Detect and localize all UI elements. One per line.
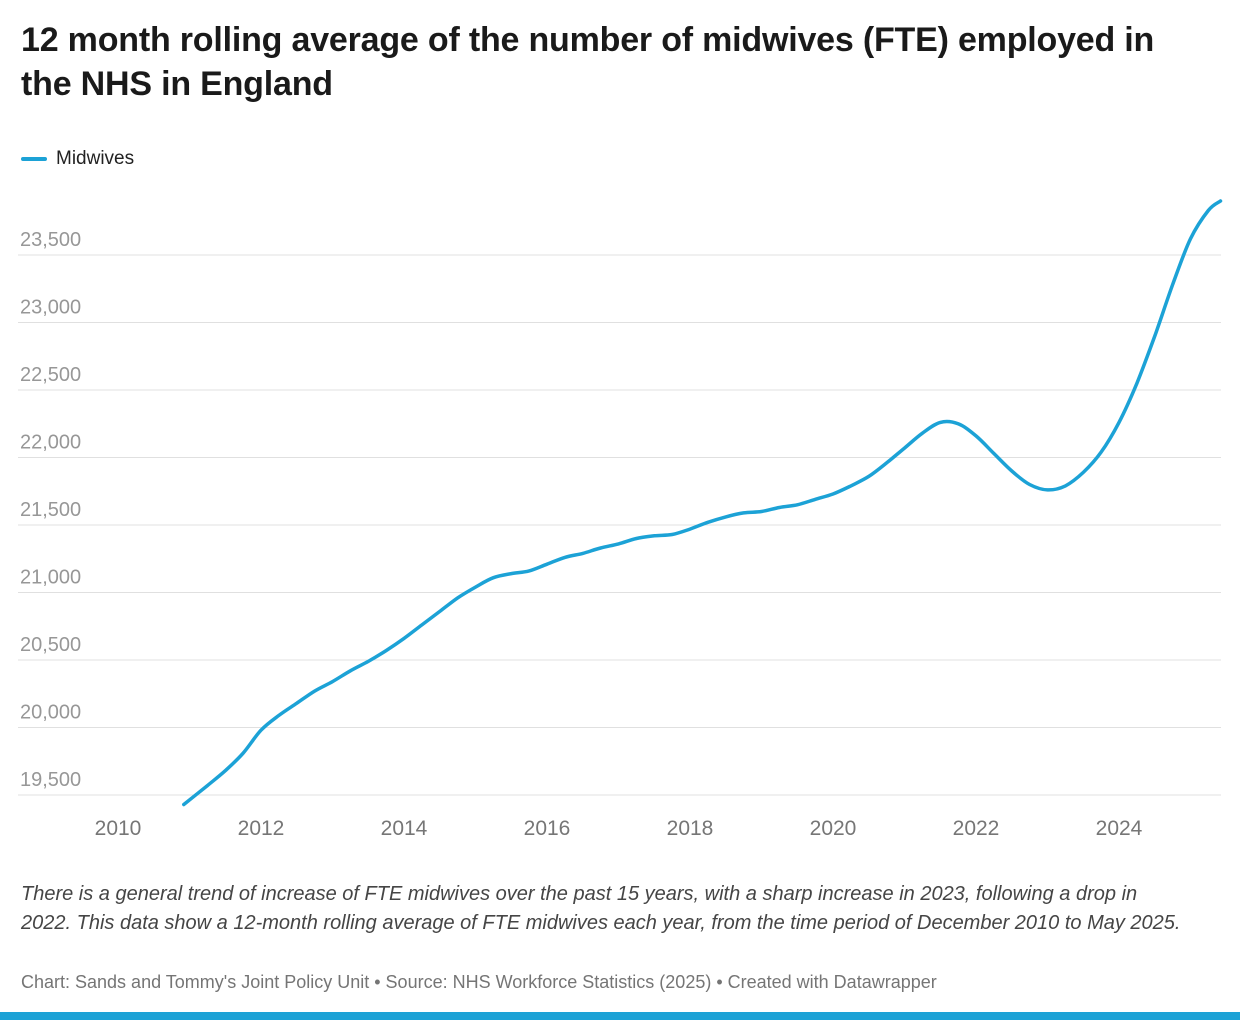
midwives-series-line[interactable] xyxy=(182,199,1223,807)
y-tick-label: 19,500 xyxy=(20,769,81,791)
y-tick-label: 21,000 xyxy=(20,567,81,589)
chart-title: 12 month rolling average of the number o… xyxy=(21,21,1155,103)
x-tick-label: 2012 xyxy=(238,817,285,840)
y-tick-label: 22,000 xyxy=(20,432,81,454)
legend-line-swatch xyxy=(21,157,47,161)
x-tick-label: 2020 xyxy=(810,817,857,840)
legend-label-midwives: Midwives xyxy=(56,148,135,169)
x-tick-label: 2016 xyxy=(524,817,571,840)
chart-credit: Chart: Sands and Tommy's Joint Policy Un… xyxy=(21,972,937,992)
x-tick-label: 2024 xyxy=(1096,817,1143,840)
y-tick-label: 23,000 xyxy=(20,297,81,319)
y-tick-label: 20,000 xyxy=(20,702,81,724)
accent-bar xyxy=(0,1012,1240,1020)
legend: Midwives xyxy=(21,148,134,170)
x-tick-label: 2018 xyxy=(667,817,714,840)
x-tick-label: 2022 xyxy=(953,817,1000,840)
x-tick-label: 2014 xyxy=(381,817,428,840)
x-tick-label: 2010 xyxy=(95,817,142,840)
y-tick-label: 22,500 xyxy=(20,364,81,386)
line-chart: 19,500 20,000 20,500 21,000 21,500 22,000 22,5… xyxy=(18,199,1223,840)
y-tick-label: 23,500 xyxy=(20,229,81,251)
y-tick-label: 20,500 xyxy=(20,634,81,656)
chart-description: There is a general trend of increase of … xyxy=(21,883,1181,934)
y-tick-label: 21,500 xyxy=(20,499,81,521)
